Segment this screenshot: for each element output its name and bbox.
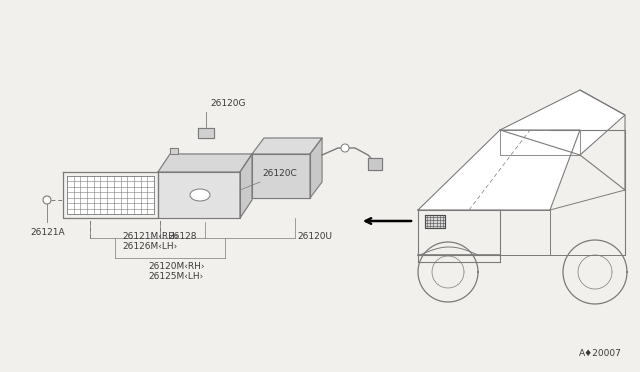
Text: 26120G: 26120G — [210, 99, 246, 108]
Circle shape — [43, 196, 51, 204]
Text: 26121M‹RH›: 26121M‹RH› — [122, 232, 179, 241]
Text: 26126M‹LH›: 26126M‹LH› — [122, 242, 177, 251]
Polygon shape — [418, 130, 580, 210]
Polygon shape — [67, 176, 154, 214]
Polygon shape — [170, 148, 178, 154]
Polygon shape — [310, 138, 322, 198]
Polygon shape — [500, 90, 625, 155]
Polygon shape — [158, 172, 240, 218]
Text: A♦20007: A♦20007 — [579, 349, 622, 358]
Polygon shape — [252, 138, 322, 154]
Circle shape — [341, 144, 349, 152]
Ellipse shape — [190, 189, 210, 201]
Text: 26128: 26128 — [168, 232, 196, 241]
Text: 26121A: 26121A — [30, 228, 65, 237]
Polygon shape — [198, 128, 214, 138]
Polygon shape — [240, 154, 252, 218]
Polygon shape — [158, 154, 252, 172]
Polygon shape — [425, 215, 445, 228]
Text: 26125M‹LH›: 26125M‹LH› — [148, 272, 204, 281]
Text: 26120U: 26120U — [297, 232, 332, 241]
Text: 26120C: 26120C — [262, 169, 297, 178]
Polygon shape — [252, 154, 310, 198]
Text: 26120M‹RH›: 26120M‹RH› — [148, 262, 205, 271]
Polygon shape — [368, 158, 382, 170]
